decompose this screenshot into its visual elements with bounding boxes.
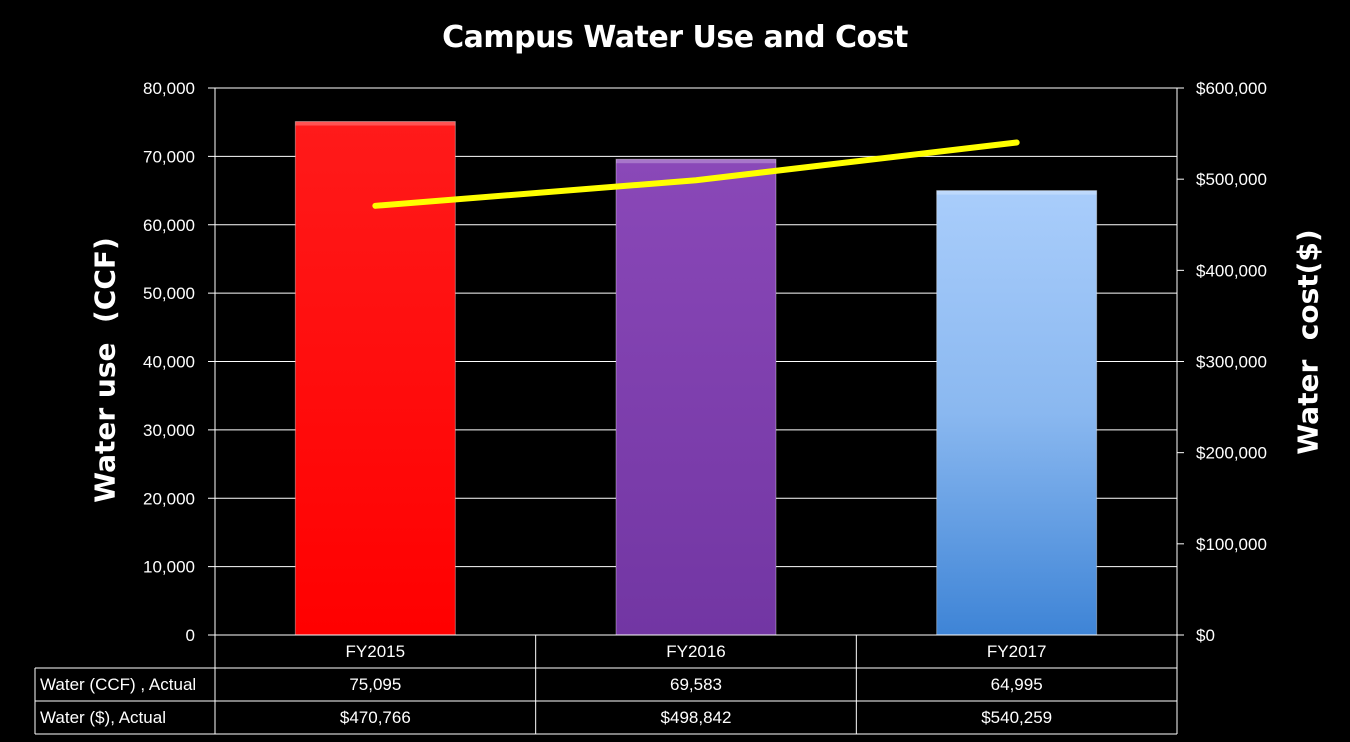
y-left-tick-label: 0 <box>186 626 195 645</box>
table-cell: 64,995 <box>991 675 1043 694</box>
table-cell: 75,095 <box>349 675 401 694</box>
bar-top-highlight <box>295 121 456 126</box>
y-right-tick-label: $300,000 <box>1196 353 1267 372</box>
y-left-tick-label: 80,000 <box>143 79 195 98</box>
y-right-tick-label: $400,000 <box>1196 261 1267 280</box>
y-left-tick-label: 20,000 <box>143 489 195 508</box>
y-left-tick-label: 30,000 <box>143 421 195 440</box>
bar-fy2017 <box>936 190 1098 636</box>
line-water-cost <box>372 139 1020 209</box>
y-right-tick-label: $500,000 <box>1196 170 1267 189</box>
table-cell: 69,583 <box>670 675 722 694</box>
y-left-tick-label: 40,000 <box>143 353 195 372</box>
y-right-tick-label: $0 <box>1196 626 1215 645</box>
y-left-tick-label: 50,000 <box>143 284 195 303</box>
y-right-tick-label: $100,000 <box>1196 535 1267 554</box>
x-tick-label: FY2016 <box>666 642 726 661</box>
bar-top-highlight <box>616 159 776 164</box>
y-right-tick-label: $200,000 <box>1196 444 1267 463</box>
data-table: FY2015 FY2016 FY2017 Water (CCF) , Actual 75… <box>34 634 1178 735</box>
y-right-tick-label: $600,000 <box>1196 79 1267 98</box>
table-series-name: Water ($), Actual <box>40 708 166 727</box>
y-left-tick-label: 70,000 <box>143 147 195 166</box>
y-left-tick-label: 60,000 <box>143 216 195 235</box>
y-left-tick-label: 10,000 <box>143 558 195 577</box>
bar-top-highlight <box>936 190 1097 195</box>
table-cell: $498,842 <box>661 708 732 727</box>
x-tick-label: FY2015 <box>346 642 406 661</box>
table-cell: $470,766 <box>340 708 411 727</box>
table-cell: $540,259 <box>981 708 1052 727</box>
table-series-name: Water (CCF) , Actual <box>40 675 196 694</box>
bar-fy2016 <box>615 158 777 636</box>
x-tick-label: FY2017 <box>987 642 1047 661</box>
chart-title: Campus Water Use and Cost <box>442 20 908 55</box>
